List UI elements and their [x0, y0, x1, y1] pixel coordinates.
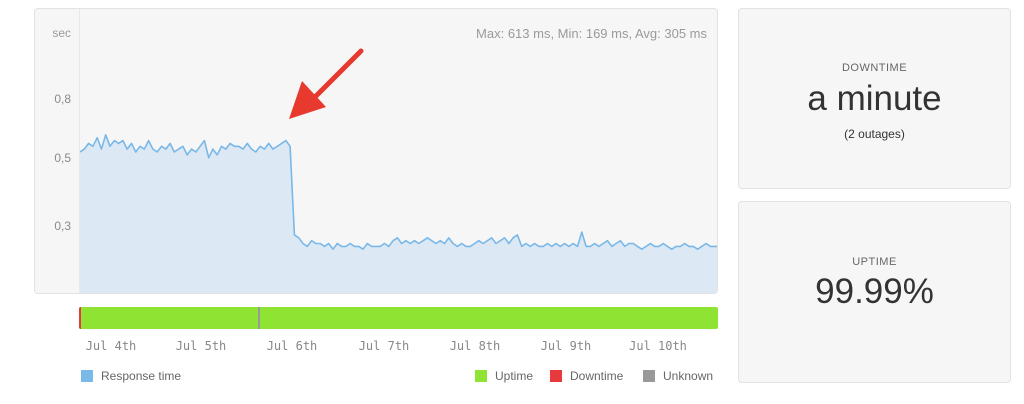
- uptime-card: UPTIME 99.99%: [738, 201, 1011, 383]
- legend-unknown-label: Unknown: [663, 369, 714, 383]
- uptime-value: 99.99%: [815, 272, 934, 311]
- unknown-swatch: [643, 370, 655, 382]
- uptime-swatch: [475, 370, 487, 382]
- y-axis: sec 0,8 0,5 0,3: [35, 9, 80, 293]
- legend-response-time: Response time: [81, 369, 181, 383]
- legend-downtime-label: Downtime: [570, 369, 624, 383]
- timeline-downtime-segment[interactable]: [79, 307, 81, 329]
- legend-uptime-label: Uptime: [495, 369, 534, 383]
- y-tick-label: 0,3: [54, 219, 71, 233]
- x-tick-label: Jul 5th: [175, 339, 227, 353]
- y-tick-label: 0,5: [54, 151, 71, 165]
- x-tick-label: Jul 6th: [266, 339, 318, 353]
- response-time-line: [80, 134, 717, 250]
- legend-unknown: Unknown: [643, 369, 713, 383]
- response-time-chart: sec 0,8 0,5 0,3 Max: 613 ms, Min: 169 ms…: [34, 8, 718, 294]
- x-tick-label: Jul 8th: [449, 339, 501, 353]
- status-timeline-bar[interactable]: [79, 307, 718, 329]
- legend-downtime: Downtime: [550, 369, 623, 383]
- downtime-card: DOWNTIME a minute (2 outages): [738, 8, 1011, 189]
- legend-response-time-label: Response time: [101, 369, 182, 383]
- response-time-swatch: [81, 370, 93, 382]
- chart-plot-area: [80, 48, 717, 293]
- y-tick-label: 0,8: [54, 92, 71, 106]
- downtime-swatch: [550, 370, 562, 382]
- response-stats: Max: 613 ms, Min: 169 ms, Avg: 305 ms: [476, 26, 707, 41]
- x-tick-label: Jul 10th: [629, 339, 687, 353]
- y-axis-unit-label: sec: [52, 26, 71, 40]
- x-tick-label: Jul 4th: [85, 339, 137, 353]
- annotation-arrow-icon: [289, 48, 364, 119]
- uptime-title: UPTIME: [852, 256, 897, 268]
- x-tick-label: Jul 9th: [540, 339, 592, 353]
- downtime-value: a minute: [807, 79, 942, 118]
- outage-count: (2 outages): [844, 127, 905, 141]
- legend-uptime: Uptime: [475, 369, 533, 383]
- response-time-area: [80, 134, 717, 293]
- x-tick-label: Jul 7th: [358, 339, 410, 353]
- downtime-title: DOWNTIME: [841, 62, 908, 74]
- timeline-unknown-segment[interactable]: [257, 307, 260, 329]
